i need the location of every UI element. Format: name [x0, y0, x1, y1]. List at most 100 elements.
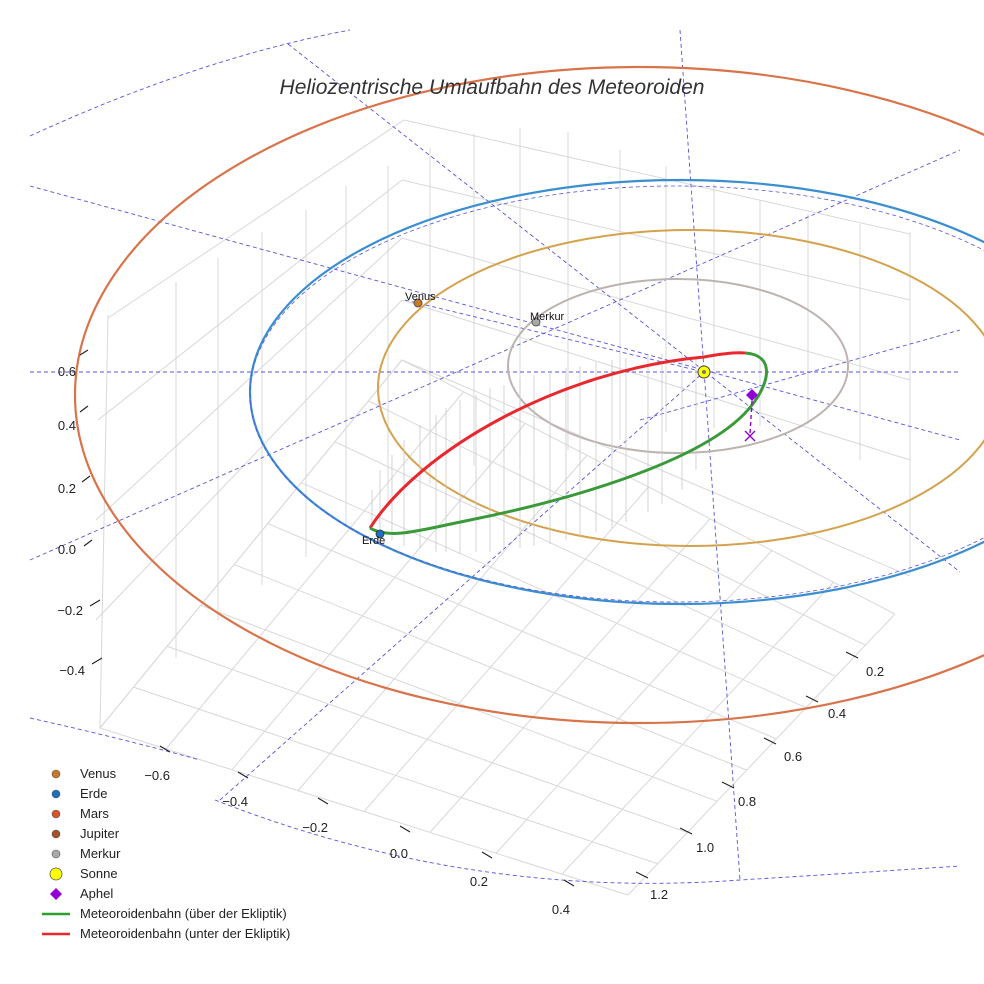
legend-item: Mars — [51, 806, 109, 821]
axis-grid — [95, 119, 911, 896]
planet-orbits — [74, 65, 984, 725]
mercury-marker — [531, 317, 541, 327]
grid-line — [97, 179, 403, 421]
legend-label: Jupiter — [80, 826, 120, 841]
z-tick-label: 0.4 — [58, 418, 76, 433]
grid-line — [95, 237, 403, 521]
grid-line — [363, 486, 649, 812]
guide-arc — [29, 29, 351, 137]
grid-line — [166, 645, 688, 834]
earth-marker — [375, 529, 385, 539]
legend-item: Meteoroidenbahn (über der Ekliptik) — [42, 906, 287, 921]
z-tick-label: 0.2 — [58, 481, 76, 496]
guide-line — [639, 329, 961, 421]
aphel-projection-marker — [744, 430, 756, 442]
bodies: Venus Merkur Erde — [362, 291, 758, 547]
grid-line — [99, 727, 629, 896]
grid-line — [561, 581, 834, 875]
legend-marker — [49, 867, 63, 881]
legend-marker — [51, 769, 61, 779]
label-earth: Erde — [362, 535, 385, 547]
legend-item: Erde — [51, 786, 107, 801]
legend-label: Merkur — [80, 846, 121, 861]
guide-line — [29, 149, 961, 561]
grid-line — [234, 563, 747, 771]
z-tick-mark — [89, 599, 101, 607]
z-tick-mark — [91, 657, 103, 665]
venus-marker — [413, 298, 423, 308]
legend-item: Jupiter — [51, 826, 120, 841]
grid-line — [495, 550, 773, 854]
legend-label: Sonne — [80, 866, 118, 881]
y-tick-label: 0.2 — [866, 664, 884, 679]
z-tick-label: 0.0 — [58, 542, 76, 557]
grid-line — [627, 613, 896, 896]
legend-label: Meteoroidenbahn (über der Ekliptik) — [80, 906, 287, 921]
y-tick-label: 1.2 — [650, 887, 668, 902]
grid-line — [95, 299, 403, 621]
x-tick-mark — [159, 745, 171, 753]
y-tick-label: 0.8 — [738, 794, 756, 809]
label-mercury: Merkur — [530, 311, 565, 323]
x-tick-label: −0.2 — [302, 820, 328, 835]
chart-title: Heliozentrische Umlaufbahn des Meteoroid… — [280, 76, 705, 99]
x-tick-mark — [317, 797, 329, 805]
grid-line — [267, 523, 777, 740]
z-tick-mark — [79, 405, 89, 413]
y-tick-label: 0.6 — [784, 749, 802, 764]
z-tick-label: −0.4 — [59, 663, 85, 678]
legend-item: Sonne — [49, 866, 118, 881]
guide-arc — [214, 799, 961, 884]
guide-line — [29, 185, 961, 441]
grid-line — [133, 686, 658, 865]
mercury-orbit — [507, 278, 849, 454]
guide-line — [219, 371, 705, 801]
x-tick-label: −0.4 — [222, 794, 248, 809]
grid-line — [334, 441, 836, 677]
legend-marker — [50, 888, 62, 900]
grid-line — [429, 518, 711, 833]
z-tick-mark — [79, 349, 89, 356]
x-tick-label: 0.0 — [390, 846, 408, 861]
earth-orbit — [249, 178, 984, 606]
legend-label: Mars — [80, 806, 109, 821]
sun-center — [702, 370, 706, 374]
meteoroid-orbit-above — [369, 351, 768, 535]
grid-line — [401, 179, 911, 301]
venus-orbit — [377, 229, 984, 547]
grid-line — [401, 237, 911, 381]
y-tick-mark — [845, 651, 859, 659]
legend: Venus Erde Mars Jupiter Merkur Sonne Aphel Mete… — [42, 766, 290, 941]
mars-orbit — [74, 65, 984, 725]
y-tick-mark — [763, 737, 777, 745]
y-tick-mark — [721, 781, 735, 789]
legend-item: Meteoroidenbahn (unter der Ekliptik) — [42, 926, 290, 941]
legend-label: Venus — [80, 766, 117, 781]
legend-marker — [51, 829, 61, 839]
aphel-marker — [746, 389, 758, 401]
z-tick-mark — [83, 539, 93, 547]
grid-line — [200, 604, 718, 802]
x-tick-mark — [399, 825, 411, 833]
x-tick-mark — [237, 771, 249, 779]
guide-line — [287, 43, 961, 573]
grid-line — [231, 423, 526, 771]
z-tick-label: −0.2 — [57, 603, 83, 618]
y-tick-mark — [679, 827, 693, 835]
meteoroid-orbit — [368, 351, 768, 535]
y-tick-mark — [805, 695, 819, 703]
drop-lines — [371, 354, 697, 554]
guide-lines — [29, 29, 961, 884]
x-tick-label: 0.2 — [470, 874, 488, 889]
x-tick-mark — [563, 879, 575, 887]
z-tick-mark — [81, 475, 91, 483]
meteoroid-orbit-below — [368, 351, 746, 529]
legend-label: Aphel — [80, 886, 113, 901]
grid-line — [107, 119, 405, 319]
grid-line — [401, 359, 896, 615]
grid-line — [368, 400, 866, 646]
x-tick-label: 0.4 — [552, 902, 570, 917]
earth-orbit-projection — [249, 185, 984, 603]
y-tick-label: 1.0 — [696, 840, 714, 855]
